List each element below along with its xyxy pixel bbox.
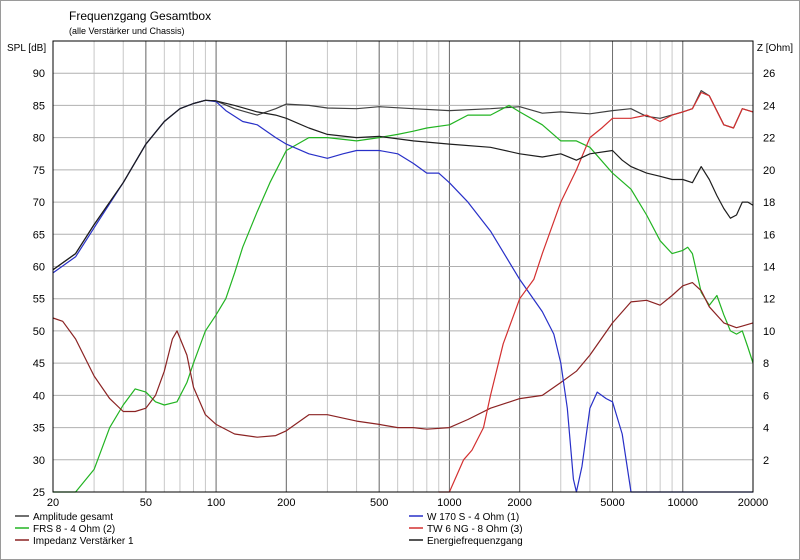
y-right-tick-label: 20 <box>763 165 775 177</box>
chart-subtitle: (alle Verstärker und Chassis) <box>69 26 185 36</box>
series-line-impedanz-verst-rker-1 <box>52 282 754 438</box>
y-right-tick-label: 4 <box>763 423 769 435</box>
chart-title: Frequenzgang Gesamtbox <box>69 9 211 23</box>
y-left-tick-label: 30 <box>33 455 45 467</box>
y-left-tick-label: 25 <box>33 487 45 499</box>
y-right-tick-label: 22 <box>763 133 775 145</box>
y-right-tick-label: 12 <box>763 294 775 306</box>
y-right-tick-label: 14 <box>763 262 775 274</box>
legend-label-amplitude-gesamt: Amplitude gesamt <box>33 512 113 523</box>
y-left-tick-label: 80 <box>33 133 45 145</box>
legend-label-frs-8-4-ohm-2: FRS 8 - 4 Ohm (2) <box>33 524 115 535</box>
y-left-tick-label: 75 <box>33 165 45 177</box>
y-left-tick-label: 65 <box>33 229 45 241</box>
y-right-tick-label: 2 <box>763 455 769 467</box>
legend: Amplitude gesamt W 170 S - 4 Ohm (1) FRS 8… <box>15 512 523 547</box>
x-tick-label: 100 <box>207 497 225 509</box>
y-right-tick-label: 10 <box>763 326 775 338</box>
series-line-tw-6-ng-8-ohm-3 <box>438 91 754 493</box>
y-left-tick-label: 50 <box>33 326 45 338</box>
y-left-tick-label: 45 <box>33 358 45 370</box>
legend-label-energiefrequenzgang: Energiefrequenzgang <box>427 536 523 547</box>
y-right-tick-label: 26 <box>763 68 775 80</box>
y-right-tick-label: 8 <box>763 358 769 370</box>
y-left-tick-label: 60 <box>33 262 45 274</box>
x-tick-label: 20000 <box>738 497 769 509</box>
x-tick-label: 50 <box>140 497 152 509</box>
x-tick-label: 500 <box>370 497 388 509</box>
y-right-tick-label: 6 <box>763 390 769 402</box>
tick-labels: 20 50 100 200 500 1000 2000 5000 10000 20000 25 30 3… <box>33 68 776 509</box>
x-tick-label: 1000 <box>437 497 461 509</box>
x-tick-label: 10000 <box>667 497 698 509</box>
series-line-energiefrequenzgang <box>52 99 754 271</box>
y-axis-right-label: Z [Ohm] <box>757 43 793 54</box>
y-left-tick-label: 55 <box>33 294 45 306</box>
x-tick-label: 5000 <box>600 497 624 509</box>
y-left-tick-label: 40 <box>33 390 45 402</box>
legend-label-impedanz-verst-rker-1: Impedanz Verstärker 1 <box>33 536 134 547</box>
y-right-tick-label: 16 <box>763 229 775 241</box>
x-tick-label: 2000 <box>507 497 531 509</box>
y-left-tick-label: 35 <box>33 423 45 435</box>
y-left-tick-label: 85 <box>33 100 45 112</box>
series-line-frs-8-4-ohm-2 <box>53 104 754 493</box>
series-lines <box>52 89 754 493</box>
grid-lines <box>52 41 754 493</box>
y-axis-left-label: SPL [dB] <box>7 43 46 54</box>
y-right-tick-label: 18 <box>763 197 775 209</box>
x-tick-label: 20 <box>47 497 59 509</box>
x-tick-label: 200 <box>277 497 295 509</box>
plot-border <box>52 40 754 493</box>
y-right-tick-label: 24 <box>763 100 775 112</box>
legend-label-w-170-s-4-ohm-1: W 170 S - 4 Ohm (1) <box>427 512 519 523</box>
y-left-tick-label: 70 <box>33 197 45 209</box>
y-left-tick-label: 90 <box>33 68 45 80</box>
legend-label-tw-6-ng-8-ohm-3: TW 6 NG - 8 Ohm (3) <box>427 524 523 535</box>
